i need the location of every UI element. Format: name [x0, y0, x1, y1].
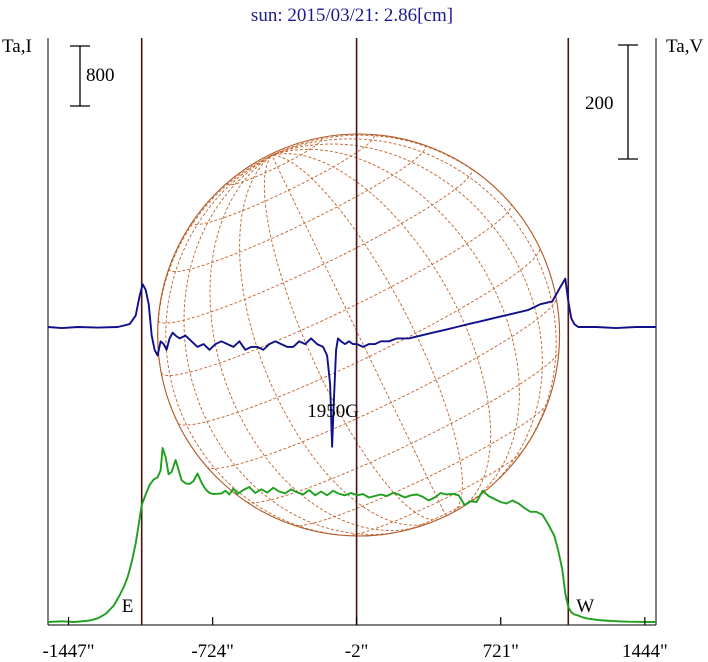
plot-frame: [47, 38, 657, 626]
parallel-line: [192, 134, 375, 225]
left-scale-bar: 800: [70, 45, 115, 107]
x-tick-label: 721": [483, 641, 519, 662]
left-axis-label: Ta,I: [2, 36, 32, 57]
intensity-line: [47, 447, 657, 623]
meridian-line: [271, 143, 543, 493]
parallel-line: [160, 204, 512, 376]
solar-disk-grid: [157, 133, 561, 537]
marker-lines: [140, 38, 570, 625]
meridian-line: [271, 154, 463, 513]
meridian-line: [183, 154, 404, 535]
meridian-line: [271, 148, 520, 502]
limb-label: E: [122, 596, 134, 617]
polarization-line: [47, 277, 656, 448]
field-annotation: 1950G: [307, 401, 359, 422]
parallel-line: [168, 144, 426, 273]
parallel-line: [177, 247, 541, 426]
right-scale-label: 200: [585, 93, 614, 114]
parallel-line: [157, 168, 473, 324]
chart-labels: E W 1950G: [122, 401, 595, 617]
meridian-line: [157, 154, 273, 423]
right-axis-label: Ta,V: [666, 36, 703, 57]
series-group: [47, 277, 657, 623]
parallel-line: [227, 137, 323, 186]
parallel-line: [402, 490, 486, 532]
limb-label: W: [576, 596, 594, 617]
right-scale-bar: 200: [585, 44, 638, 160]
x-tick-label: -1447": [42, 641, 94, 662]
x-tick-label: 1444": [622, 641, 668, 662]
x-tick-label: -724": [191, 641, 234, 662]
meridian-line: [165, 154, 358, 537]
meridian-line: [209, 154, 419, 531]
left-scale-label: 800: [86, 65, 115, 86]
parallel-line: [206, 298, 557, 469]
x-ticks: -1447" -724" -2" 721" 1444": [42, 617, 668, 662]
meridian-line: [271, 153, 492, 509]
chart-title: sun: 2015/03/21: 2.86[cm]: [251, 5, 453, 26]
parallel-line: [294, 402, 549, 527]
meridian-line: [239, 154, 432, 526]
parallel-line: [246, 350, 560, 504]
parallel-line: [347, 450, 524, 537]
x-tick-label: -2": [345, 641, 369, 662]
meridian-line: [271, 155, 447, 517]
meridian-line: [263, 155, 439, 521]
